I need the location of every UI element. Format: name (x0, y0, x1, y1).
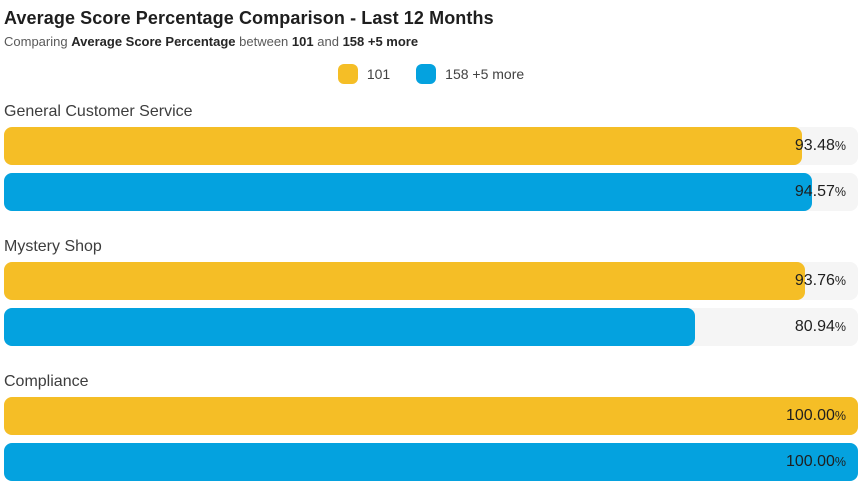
bar-value-label: 100.00% (785, 453, 846, 470)
legend-swatch-icon (416, 64, 437, 84)
chart-title: Average Score Percentage Comparison - La… (4, 8, 494, 28)
chart-body: General Customer Service 93.48% 94.57% Myst… (0, 101, 862, 481)
subtitle-and: and (317, 34, 339, 49)
bar-series-0[interactable] (4, 262, 805, 300)
bar-track: 93.76% (4, 262, 858, 300)
bar-series-1[interactable] (4, 308, 696, 346)
legend-swatch-icon (337, 64, 358, 84)
legend-item-1[interactable]: 158 +5 more (416, 64, 524, 84)
legend-label: 101 (366, 66, 391, 82)
bar-value-label: 94.57% (794, 183, 846, 200)
bar-value-label: 80.94% (794, 318, 846, 335)
subtitle-prefix: Comparing (4, 34, 68, 49)
category-label: Compliance (4, 373, 89, 390)
legend-label: 158 +5 more (445, 66, 525, 82)
category-label: Mystery Shop (4, 238, 102, 255)
subtitle-series-a: 101 (291, 34, 314, 49)
bar-series-0[interactable] (4, 127, 803, 165)
bar-track: 94.57% (4, 173, 858, 211)
category-label: General Customer Service (4, 103, 193, 120)
bar-value-label: 100.00% (785, 407, 846, 424)
bar-track: 100.00% (4, 397, 858, 435)
bar-track: 93.48% (4, 127, 858, 165)
subtitle-between: between (239, 34, 289, 49)
bar-track: 100.00% (4, 443, 858, 481)
legend-item-0[interactable]: 101 (337, 64, 391, 84)
bar-series-1[interactable] (4, 443, 858, 481)
bar-value-label: 93.48% (794, 137, 846, 154)
bar-value-label: 93.76% (794, 272, 846, 289)
bar-series-1[interactable] (4, 173, 812, 211)
chart-header: Average Score Percentage Comparison - La… (0, 0, 862, 49)
chart-legend: 101 158 +5 more (0, 64, 862, 84)
subtitle-metric: Average Score Percentage (71, 34, 236, 49)
category-group: General Customer Service 93.48% 94.57% (4, 101, 858, 211)
chart-subtitle: Comparing Average Score Percentage betwe… (4, 34, 858, 49)
bar-series-0[interactable] (4, 397, 858, 435)
bar-track: 80.94% (4, 308, 858, 346)
subtitle-series-b: 158 +5 more (342, 34, 419, 49)
category-group: Mystery Shop 93.76% 80.94% (4, 236, 858, 346)
category-group: Compliance 100.00% 100.00% (4, 371, 858, 481)
